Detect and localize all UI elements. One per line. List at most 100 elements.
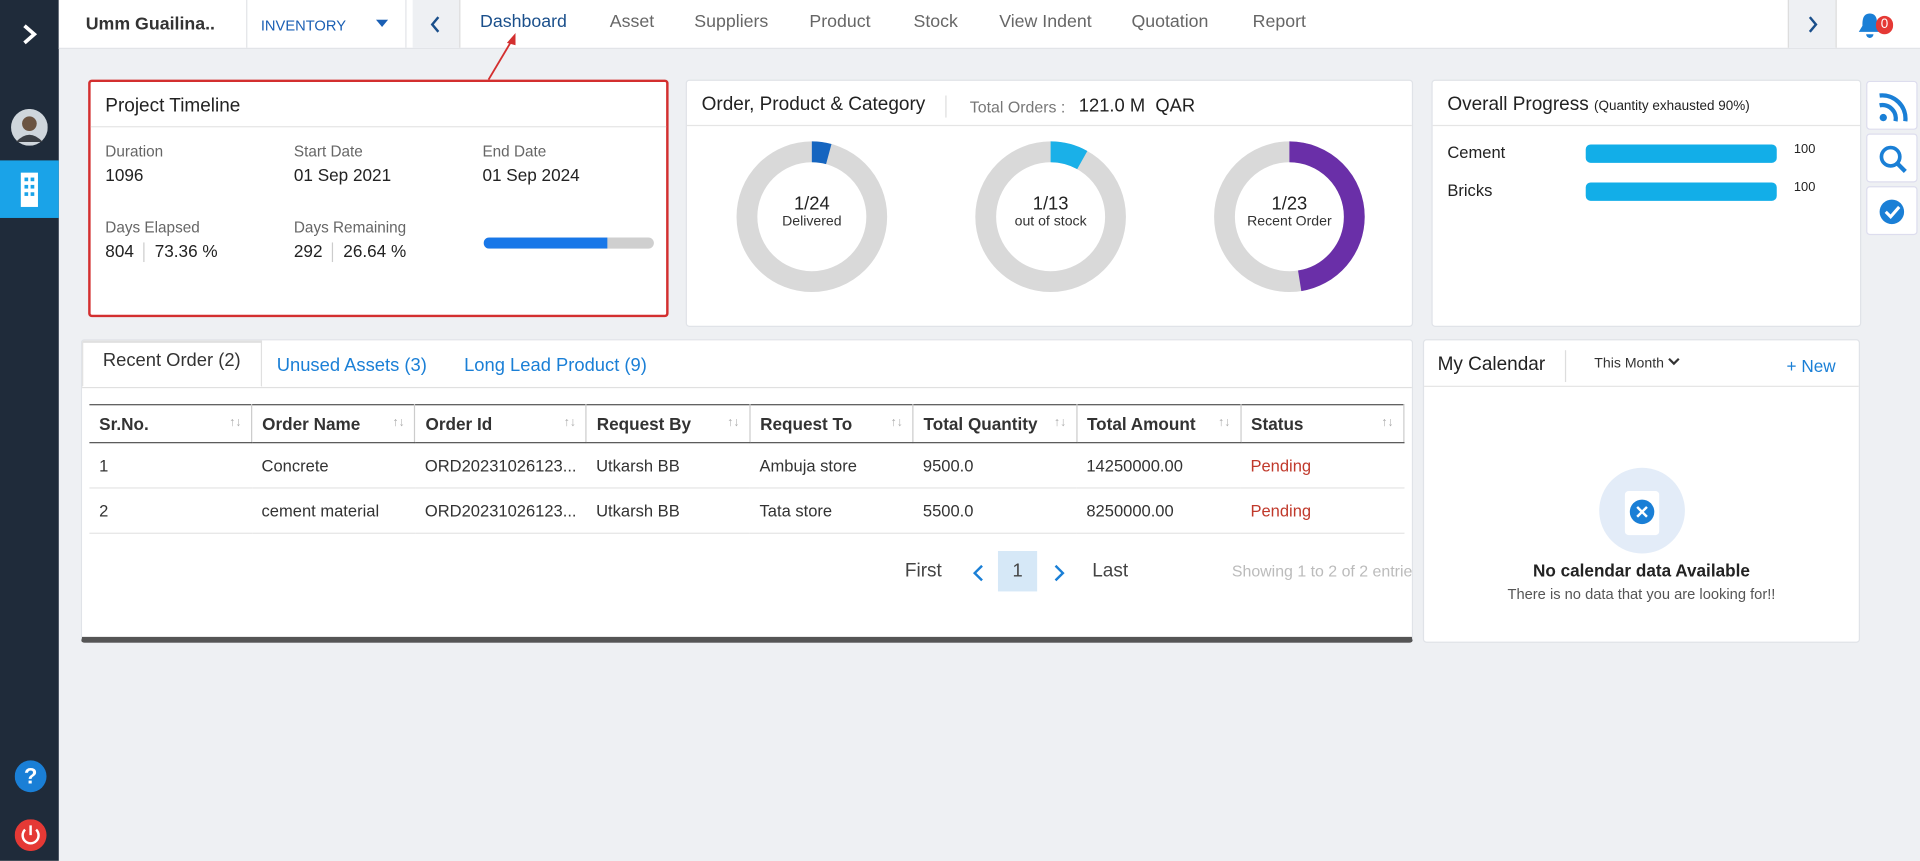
nav-tab[interactable]: Stock bbox=[913, 12, 958, 32]
module-select[interactable]: INVENTORY bbox=[246, 0, 407, 48]
last-page[interactable]: Last bbox=[1092, 560, 1129, 582]
table-cell: ORD20231026123... bbox=[415, 442, 587, 489]
feed-button[interactable] bbox=[1866, 80, 1918, 130]
nav-tab[interactable]: Suppliers bbox=[694, 12, 769, 32]
sidebar: ? bbox=[0, 0, 59, 861]
column-header[interactable]: Request To ↑↓ bbox=[749, 404, 914, 444]
next-icon bbox=[1808, 16, 1818, 33]
donut bbox=[736, 141, 888, 293]
nav-tab[interactable]: Asset bbox=[609, 12, 655, 32]
search-button[interactable] bbox=[1866, 133, 1918, 183]
column-header[interactable]: Total Quantity ↑↓ bbox=[913, 404, 1078, 444]
sort-icon: ↑↓ bbox=[1053, 416, 1067, 430]
field-label: Days Remaining bbox=[293, 219, 407, 237]
column-title: Sr.No. bbox=[99, 413, 149, 434]
orders-card: Recent Order (2) Unused Assets (3) Long Le… bbox=[80, 339, 1414, 643]
header-row: Sr.No. ↑↓ Order Name ↑↓ Order Id ↑↓ Request By… bbox=[89, 404, 1405, 444]
table-cell: Tata store bbox=[749, 487, 914, 534]
new-button[interactable]: + New bbox=[1786, 356, 1836, 376]
nav-tab[interactable]: Product bbox=[809, 12, 871, 32]
current-page[interactable]: 1 bbox=[997, 551, 1038, 592]
order-tab[interactable]: Recent Order (2) bbox=[82, 340, 262, 387]
order-tab[interactable]: Long Lead Product (9) bbox=[464, 355, 647, 376]
building-icon bbox=[20, 172, 38, 207]
empty-text: There is no data that you are looking fo… bbox=[1507, 585, 1776, 603]
empty-icon bbox=[1599, 467, 1685, 554]
progress-bar bbox=[1585, 182, 1777, 201]
item-name: Bricks bbox=[1447, 181, 1493, 200]
divider bbox=[1424, 385, 1859, 387]
divider bbox=[1432, 124, 1861, 127]
table-cell: 9500.0 bbox=[913, 442, 1077, 489]
help-icon[interactable]: ? bbox=[14, 758, 47, 795]
status-cell: Pending bbox=[1240, 487, 1404, 534]
field-label: Duration bbox=[105, 143, 164, 161]
divider bbox=[82, 386, 1412, 389]
project-timeline-card: Project Timeline Duration 1096 Start Date 0… bbox=[88, 79, 669, 318]
column-header[interactable]: Order Name ↑↓ bbox=[251, 404, 416, 444]
table-cell: 2 bbox=[89, 487, 252, 534]
column-header[interactable]: Sr.No. ↑↓ bbox=[89, 404, 253, 444]
column-title: Order Id bbox=[425, 413, 493, 434]
table-cell: Utkarsh BB bbox=[586, 487, 750, 534]
progress-bar bbox=[1585, 144, 1777, 163]
note: (Quantity exhausted 90%) bbox=[1593, 99, 1750, 114]
nav-tab[interactable]: Quotation bbox=[1131, 12, 1209, 32]
order-tab[interactable]: Unused Assets (3) bbox=[276, 355, 427, 376]
top-bar: Umm Guailina.. INVENTORY Dashboard Asset S… bbox=[58, 0, 1920, 49]
table-cell: Concrete bbox=[251, 442, 416, 489]
first-page[interactable]: First bbox=[904, 560, 942, 582]
expand-icon[interactable] bbox=[17, 22, 41, 46]
nav-tab[interactable]: Report bbox=[1252, 12, 1306, 32]
annotation-arrow bbox=[487, 33, 516, 81]
project-name[interactable]: Umm Guailina.. bbox=[85, 14, 215, 35]
table-cell: 1 bbox=[89, 442, 252, 489]
card-title: Order, Product & Category bbox=[701, 94, 926, 116]
column-header[interactable]: Status ↑↓ bbox=[1240, 404, 1405, 444]
nav-tab[interactable]: View Indent bbox=[999, 12, 1092, 32]
column-header[interactable]: Order Id ↑↓ bbox=[415, 404, 587, 444]
table-row: 1 Concrete ORD20231026123... Utkarsh BB Ambu… bbox=[89, 442, 1404, 489]
table-cell: ORD20231026123... bbox=[415, 487, 587, 534]
table-row: 2 cement material ORD20231026123... Utkarsh… bbox=[89, 487, 1404, 534]
table-cell: 14250000.00 bbox=[1076, 442, 1241, 489]
prev-page[interactable] bbox=[971, 563, 986, 583]
column-title: Total Amount bbox=[1086, 413, 1196, 434]
donut-count: 1/24 bbox=[793, 193, 830, 215]
sort-icon: ↑↓ bbox=[392, 416, 405, 430]
total-value: 121.0 M QAR bbox=[1079, 96, 1195, 117]
field-value: 01 Sep 2024 bbox=[482, 165, 580, 185]
status-cell: Pending bbox=[1240, 442, 1404, 489]
module-icon[interactable] bbox=[0, 160, 59, 218]
nav-tab-active[interactable]: Dashboard bbox=[480, 12, 567, 32]
total-label: Total Orders : bbox=[969, 97, 1066, 117]
avatar[interactable] bbox=[11, 108, 48, 146]
overall-progress-card: Overall Progress (Quantity exhausted 90%… bbox=[1431, 79, 1862, 327]
column-title: Request By bbox=[596, 413, 692, 434]
logout-icon[interactable] bbox=[14, 819, 47, 852]
field-label: Days Elapsed bbox=[105, 219, 200, 237]
caret bbox=[1668, 357, 1680, 366]
period-select[interactable]: This Month bbox=[1594, 356, 1680, 371]
donut-charts bbox=[736, 141, 1365, 293]
timeline-progress bbox=[483, 237, 654, 249]
field-label: Start Date bbox=[293, 143, 363, 161]
tabs-prev[interactable] bbox=[412, 0, 461, 48]
next-page[interactable] bbox=[1052, 563, 1067, 583]
sort-icon: ↑↓ bbox=[890, 416, 903, 430]
tabs-next[interactable] bbox=[1787, 0, 1837, 48]
column-header[interactable]: Total Amount ↑↓ bbox=[1076, 404, 1242, 444]
field-value: 804 73.36 % bbox=[105, 241, 218, 263]
percent: 73.36 % bbox=[154, 241, 218, 261]
table-body: 1 Concrete ORD20231026123... Utkarsh BB Ambu… bbox=[89, 442, 1404, 534]
empty-title: No calendar data Available bbox=[1532, 560, 1750, 581]
bell-icon[interactable] bbox=[1856, 11, 1883, 38]
table-cell: Utkarsh BB bbox=[586, 442, 750, 489]
svg-text:?: ? bbox=[24, 764, 37, 789]
donut bbox=[975, 141, 1126, 293]
tasks-button[interactable] bbox=[1866, 186, 1918, 236]
column-header[interactable]: Request By ↑↓ bbox=[586, 404, 751, 444]
donut-count: 1/13 bbox=[1032, 193, 1069, 215]
